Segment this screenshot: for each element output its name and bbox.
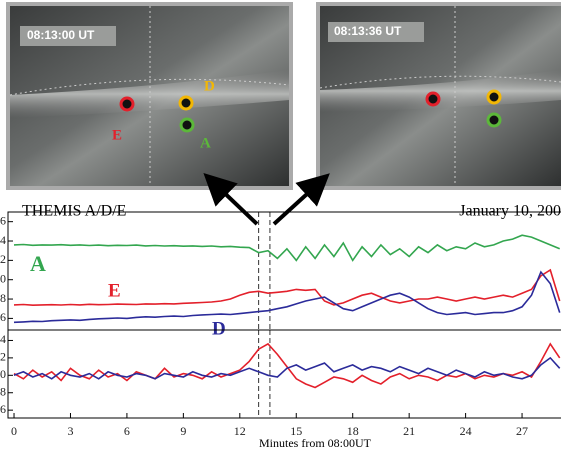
x-axis-label: Minutes from 08:00UT — [259, 436, 372, 450]
arrow — [272, 173, 330, 226]
camera-image: 08:13:00 UT D E A — [6, 2, 293, 190]
series-line — [13, 342, 561, 389]
x-tick-label: 6 — [124, 424, 130, 438]
series-label: D — [212, 318, 226, 339]
chart-date: January 10, 200 — [459, 203, 561, 220]
spot-label: A — [200, 135, 211, 151]
series-line — [13, 268, 561, 307]
series-line — [13, 270, 561, 324]
x-tick-label: 3 — [67, 424, 73, 438]
timestamp: 08:13:00 UT — [27, 28, 95, 42]
x-tick-label: 24 — [460, 424, 472, 438]
chart-title: THEMIS A/D/E — [22, 203, 126, 220]
timestamp: 08:13:36 UT — [334, 24, 402, 38]
spot-label: D — [204, 78, 215, 94]
y-tick-label: 8 — [0, 384, 6, 398]
x-tick-label: 12 — [234, 424, 246, 438]
x-tick-label: 18 — [347, 424, 359, 438]
y-tick-label: 6 — [0, 213, 6, 227]
series-label: A — [30, 251, 46, 276]
plot-frame — [7, 329, 561, 419]
y-tick-label: 0 — [0, 367, 6, 381]
y-tick-label: 2 — [0, 350, 6, 364]
y-tick-label: 4 — [0, 332, 6, 346]
series-label: E — [108, 280, 121, 301]
y-tick-label: 0 — [0, 271, 6, 285]
x-tick-label: 21 — [403, 424, 415, 438]
y-tick-label: 8 — [0, 291, 6, 305]
series-line — [13, 356, 561, 380]
plot-frame — [7, 211, 561, 331]
x-tick-label: 0 — [11, 424, 17, 438]
plots — [13, 212, 561, 418]
y-tick-label: 4 — [0, 233, 6, 247]
x-tick-label: 27 — [516, 424, 528, 438]
y-tick-label: 6 — [0, 310, 6, 324]
x-tick-label: 15 — [290, 424, 302, 438]
arrow — [203, 172, 259, 226]
camera-image: 08:13:36 UT — [316, 2, 561, 190]
y-tick-label: 6 — [0, 402, 6, 416]
series-line — [13, 234, 561, 262]
y-tick-label: 2 — [0, 252, 6, 266]
x-tick-label: 9 — [180, 424, 186, 438]
spot-label: E — [112, 127, 122, 143]
